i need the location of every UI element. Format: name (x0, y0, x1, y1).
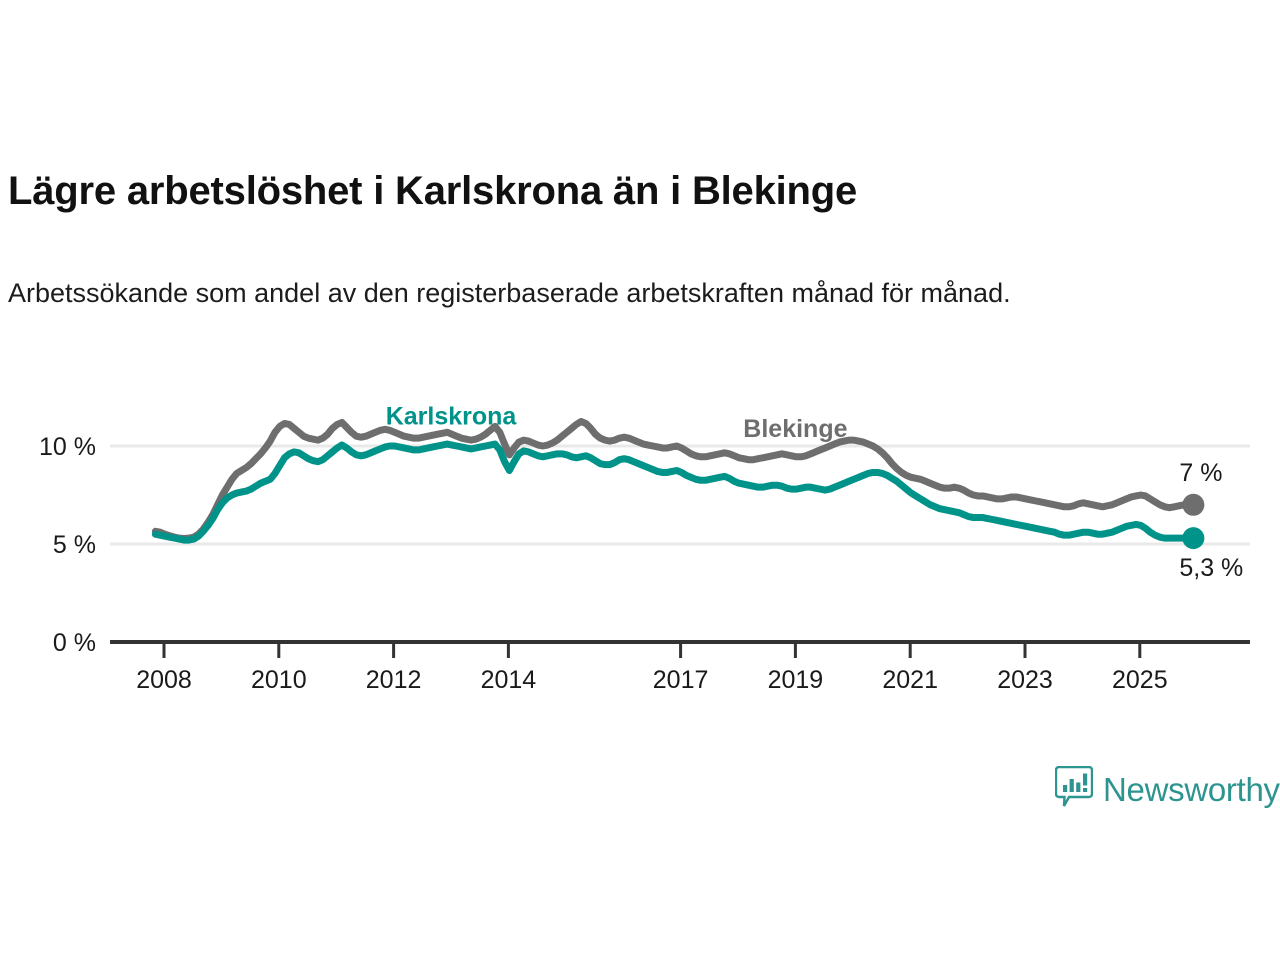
series-line-blekinge (151, 418, 1197, 543)
x-axis-tick-label: 2010 (251, 666, 307, 694)
series-end-value-karlskrona: 5,3 % (1179, 554, 1243, 582)
series-end-value-blekinge: 7 % (1179, 459, 1222, 487)
series-line-karlskrona (151, 440, 1197, 544)
x-axis-tick-label: 2017 (653, 666, 709, 694)
x-axis-tick-label: 2019 (768, 666, 824, 694)
x-axis-tick-label: 2008 (136, 666, 192, 694)
y-axis-tick-label: 10 % (39, 433, 96, 461)
series-end-dot-karlskrona (1182, 527, 1205, 550)
x-axis-tick-label: 2012 (366, 666, 422, 694)
series-label-blekinge: Blekinge (743, 415, 847, 443)
x-axis-tick-label: 2025 (1112, 666, 1168, 694)
series-label-karlskrona: Karlskrona (386, 402, 518, 430)
newsworthy-logo: Newsworthy (1054, 765, 1280, 813)
series-end-dot-blekinge (1182, 493, 1205, 516)
chart-canvas: 0 % 5 % 10 % 2008 2010 2012 2014 2017 2019 2021 20… (39, 402, 1250, 694)
page-title: Lägre arbetslöshet i Karlskrona än i Ble… (8, 168, 858, 213)
page-subtitle: Arbetssökande som andel av den registerb… (8, 278, 1011, 308)
x-axis-tick-label: 2021 (882, 666, 938, 694)
y-axis-tick-label: 0 % (53, 629, 96, 657)
newsworthy-brand-text: Newsworthy (1103, 771, 1280, 808)
y-axis-tick-label: 5 % (53, 531, 96, 559)
x-axis-tick-label: 2023 (997, 666, 1053, 694)
x-axis-tick-label: 2014 (481, 666, 537, 694)
newsworthy-bar-chart-bubble-icon (1054, 765, 1094, 813)
